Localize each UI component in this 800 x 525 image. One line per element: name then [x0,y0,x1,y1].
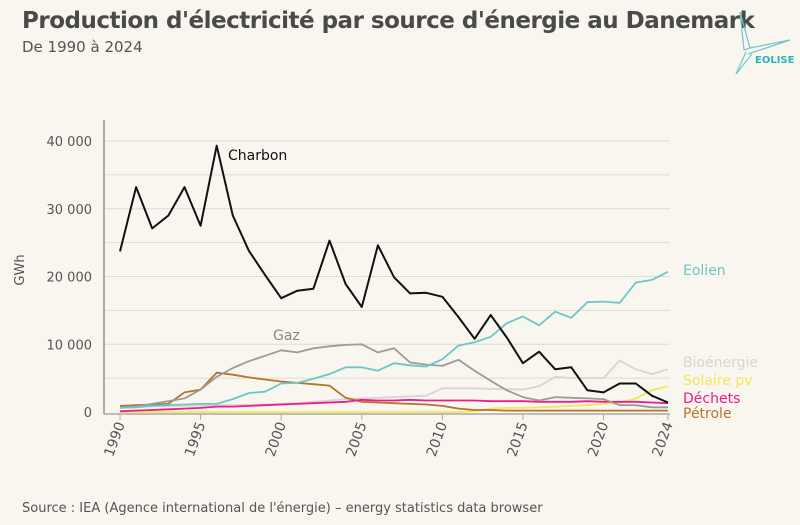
x-tick-label: 2010 [424,420,451,459]
chart-subtitle: De 1990 à 2024 [22,38,143,56]
series-label: Gaz [273,328,300,344]
x-tick-label: 1995 [182,420,209,459]
y-axis-label: GWh [13,254,28,285]
series-line-gaz [119,343,668,409]
series-label: Solaire pv [683,373,753,389]
x-tick-label: 2000 [263,420,290,459]
y-tick-label: 10 000 [47,338,93,353]
wind-turbine-logo-icon [735,11,791,75]
series-label: Bioénergie [683,355,758,371]
series-label: Eolien [683,263,726,279]
x-tick-label: 2015 [504,420,531,459]
x-tick-label: 2020 [585,420,612,459]
x-tick-label: 1990 [102,420,129,459]
x-tick-label: 2024 [650,420,677,459]
logo-text: EOLISE [755,55,795,66]
y-tick-label: 20 000 [47,271,93,286]
chart-title: Production d'électricité par source d'én… [22,8,755,34]
y-tick-label: 0 [84,406,92,421]
series-line-ptrole [119,371,668,412]
series-line-charbon [119,144,669,404]
series-label: Déchets [683,391,740,407]
source-note: Source : IEA (Agence international de l'… [22,501,543,516]
y-tick-label: 40 000 [47,135,93,150]
series-line-bionergie [120,359,669,408]
y-tick-label: 30 000 [47,203,93,218]
series-line-solairepv [120,385,669,413]
series-label: Charbon [228,148,287,164]
x-tick-label: 2005 [343,420,370,459]
series-line-eolien [119,270,669,409]
series-label: Pétrole [683,406,732,422]
series-line-dchets [119,398,669,413]
